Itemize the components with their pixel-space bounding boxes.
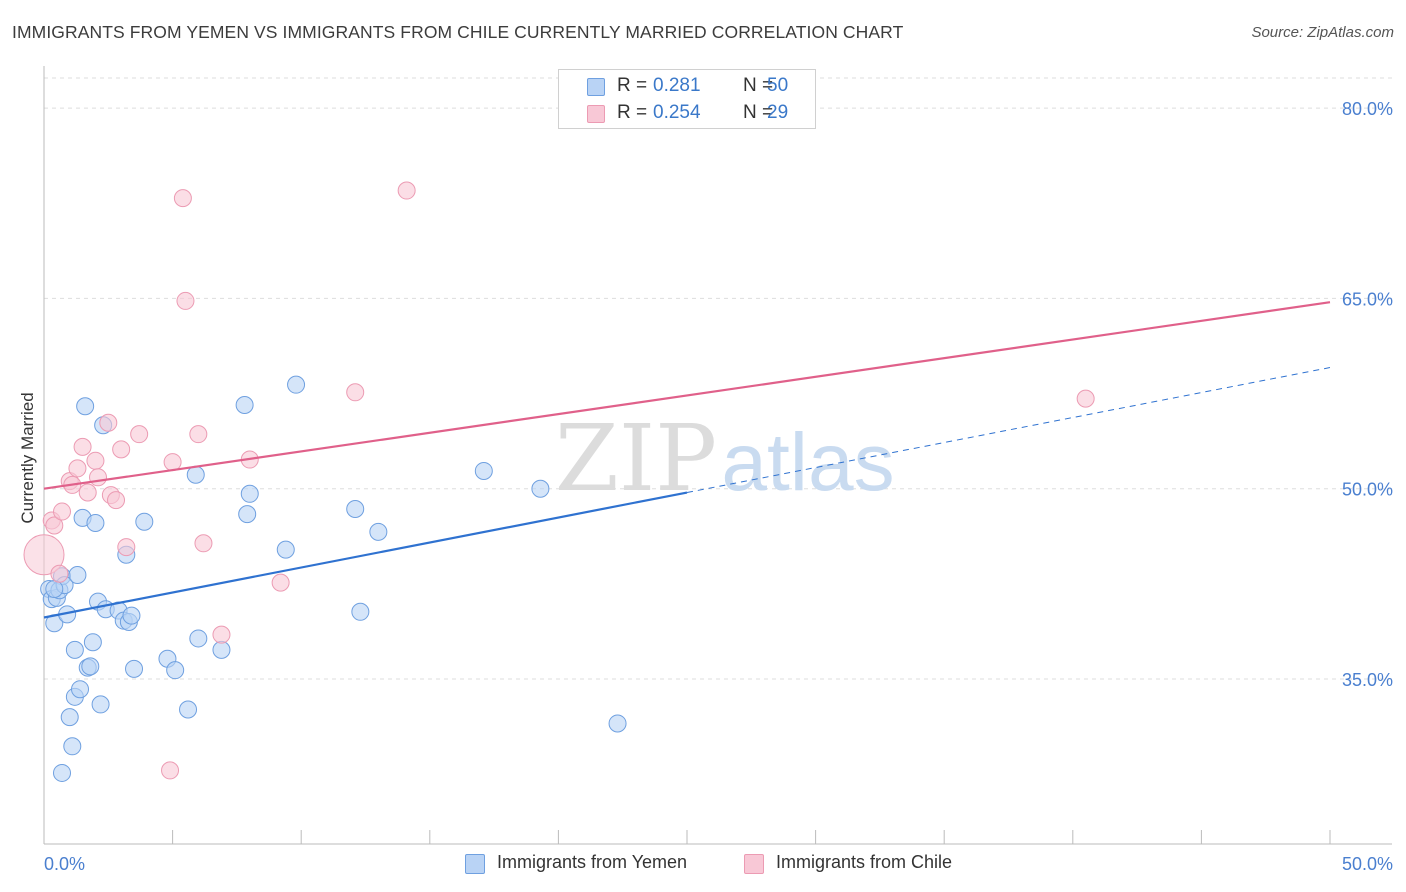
yemen-point [235,395,254,414]
chile-point [117,538,136,557]
chile-point [73,437,92,456]
yemen-point [186,465,205,484]
chile-point [161,761,180,780]
yemen-point [122,606,141,625]
chile-point [89,468,108,487]
axis-layer [43,66,1392,845]
chile-trend-line [43,301,1331,490]
chile-point [107,491,126,510]
yemen-point [71,680,90,699]
legend-n-value-yemen: 50 [767,75,789,96]
yemen-point [179,700,198,719]
y-tick-label: 65.0% [1342,289,1393,309]
yemen-point [53,763,72,782]
source-label: Source: ZipAtlas.com [1251,24,1394,41]
yemen-point [166,661,185,680]
x-tick-label: 50.0% [1342,854,1393,874]
bottom-legend-label-chile: Immigrants from Chile [776,852,953,872]
yemen-point [608,714,627,733]
bottom-legend-label-yemen: Immigrants from Yemen [497,852,688,872]
legend-swatch-chile [587,105,605,123]
yemen-point [189,629,208,648]
yemen-point [76,397,95,416]
yemen-point [81,657,100,676]
watermark: ZIP atlas [555,405,895,512]
chile-point [194,534,213,553]
legend-r-value-chile: 0.254 [653,102,701,123]
chart-title: IMMIGRANTS FROM YEMEN VS IMMIGRANTS FROM… [12,22,904,42]
yemen-point [238,505,257,524]
yemen-point [351,602,370,621]
bottom-legend-swatch-chile [744,854,764,874]
chile-point [212,625,231,644]
chile-point [78,483,97,502]
y-axis-title: Currently Married [18,392,37,524]
yemen-point [240,484,259,503]
yemen-point [287,375,306,394]
watermark-zip: ZIP [555,405,717,512]
chile-point [50,564,69,583]
yemen-point [91,695,110,714]
yemen-point [474,461,493,480]
chile-point [271,573,290,592]
yemen-point [369,522,388,541]
yemen-point [346,500,365,519]
yemen-point [45,579,64,598]
chile-point [1076,389,1095,408]
yemen-point [531,479,550,498]
yemen-point [276,540,295,559]
chile-point [130,425,149,444]
chile-point [189,425,208,444]
grid-layer [44,77,1392,680]
chile-point [86,451,105,470]
yemen-point [135,512,154,531]
yemen-point [83,633,102,652]
tick-labels: 35.0% 50.0% 65.0% 80.0% 0.0% 50.0% [44,99,1393,874]
legend-n-label: N = [743,75,774,96]
yemen-point [212,640,231,659]
trend-layer [43,301,1331,619]
legend-r-label: R = [617,75,648,96]
y-tick-label: 50.0% [1342,480,1393,500]
yemen-point [86,513,105,532]
chile-point [45,516,64,535]
stats-legend: R = 0.281 N = 50 R = 0.254 N = 29 [558,69,816,129]
chile-point [346,383,365,402]
points-layer [23,181,1095,782]
bottom-legend-swatch-yemen [465,854,485,874]
chile-point [99,413,118,432]
chile-point [68,459,87,478]
yemen-point [68,566,87,585]
yemen-point [125,659,144,678]
legend-swatch-yemen [587,78,605,96]
chile-point [112,440,131,459]
legend-r-label: R = [617,102,648,123]
chile-point [163,453,182,472]
yemen-point [63,737,82,756]
yemen-point [65,640,84,659]
y-tick-label: 80.0% [1342,99,1393,119]
chile-point [53,502,72,521]
legend-n-value-chile: 29 [767,102,789,123]
chile-point [176,291,195,310]
legend-n-label: N = [743,102,774,123]
watermark-atlas: atlas [721,417,894,508]
legend-r-value-yemen: 0.281 [653,75,701,96]
chile-point [23,534,65,576]
chile-point [173,189,192,208]
chile-point [397,181,416,200]
yemen-trend-line [43,491,688,619]
x-tick-label: 0.0% [44,854,85,874]
yemen-point [60,708,79,727]
y-tick-label: 35.0% [1342,670,1393,690]
